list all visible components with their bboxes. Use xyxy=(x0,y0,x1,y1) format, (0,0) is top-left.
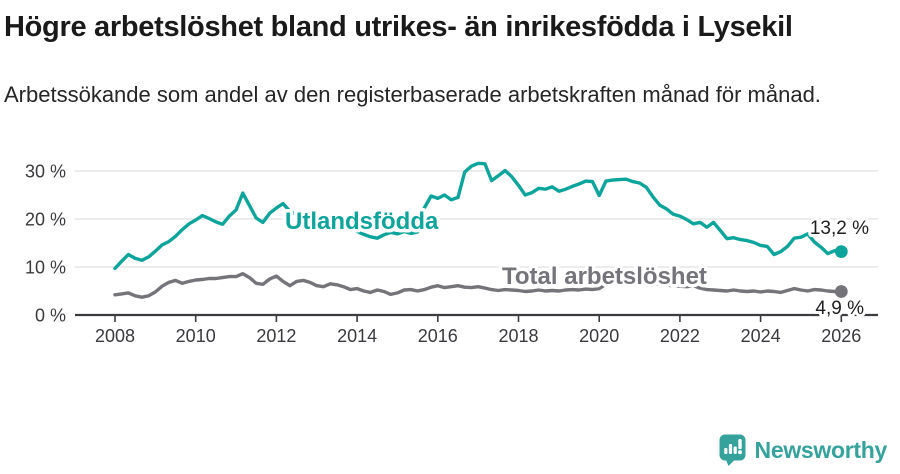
x-tick-label: 2020 xyxy=(579,326,619,346)
end-value-label-total: 4,9 % xyxy=(815,298,864,319)
y-tick-label: 0 % xyxy=(35,306,66,326)
x-tick-label: 2026 xyxy=(821,326,861,346)
x-tick-label: 2016 xyxy=(418,326,458,346)
y-tick-label: 20 % xyxy=(25,210,66,230)
chart-canvas: 0 % 10 % 20 % 30 % 2008 2010 2012 2014 2016 2018 2… xyxy=(25,161,878,346)
y-tick-label: 30 % xyxy=(25,162,66,182)
y-tick-label: 10 % xyxy=(25,258,66,278)
newsworthy-logo-icon xyxy=(719,434,746,466)
chart-subtitle: Arbetssökande som andel av den registerb… xyxy=(4,82,821,107)
newsworthy-logo-text: Newsworthy xyxy=(754,436,888,463)
x-tick-label: 2022 xyxy=(660,326,700,346)
series-line-total xyxy=(113,271,843,299)
page-title: Högre arbetslöshet bland utrikes- än inr… xyxy=(4,11,793,43)
series-label-utlandsfodda: Utlandsfödda xyxy=(285,208,439,235)
chart-generated: 0 % 10 % 20 % 30 % 2008 2010 2012 2014 2016 2018 2… xyxy=(25,161,878,346)
chart-header: Högre arbetslöshet bland utrikes- än inr… xyxy=(0,0,900,110)
x-tick-label: 2014 xyxy=(337,326,377,346)
x-tick-label: 2008 xyxy=(95,326,135,346)
brand-footer: Newsworthy xyxy=(719,434,887,466)
series-line-utlandsfodda xyxy=(113,161,843,271)
x-tick-label: 2024 xyxy=(741,326,781,346)
series-end-dot-utlandsfodda xyxy=(834,245,848,259)
series-label-total: Total arbetslöshet xyxy=(502,263,707,290)
series-end-dot-total xyxy=(834,285,848,298)
x-tick-label: 2018 xyxy=(498,326,538,346)
x-tick-label: 2010 xyxy=(176,326,216,346)
end-value-label-utlandsfodda: 13,2 % xyxy=(810,218,869,239)
x-tick-label: 2012 xyxy=(256,326,296,346)
